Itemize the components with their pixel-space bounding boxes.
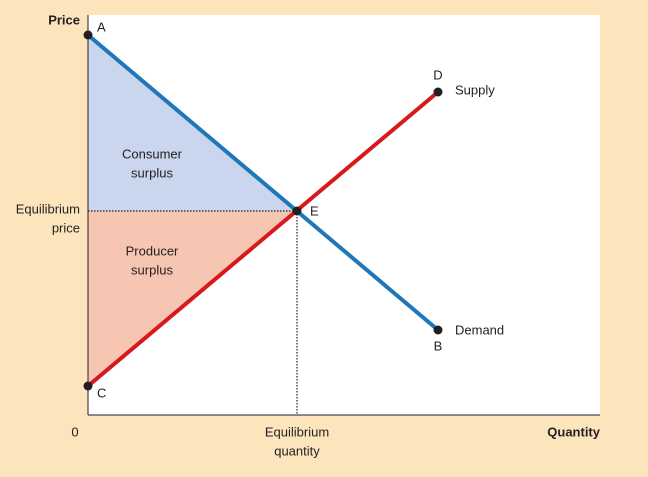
region-label: Consumer (122, 146, 183, 161)
point-label: C (97, 385, 106, 400)
curve-label: Demand (455, 322, 504, 337)
equilibrium-price-label: price (52, 220, 80, 235)
region-label: surplus (131, 262, 173, 277)
demand-curve (86, 33, 440, 332)
point-label: E (310, 203, 319, 218)
point-c (83, 381, 93, 391)
point-label: B (434, 338, 443, 353)
equilibrium-price-label: Equilibrium (16, 201, 80, 216)
supply-curve (86, 90, 440, 388)
equilibrium-quantity-label: quantity (274, 443, 320, 458)
curve-label: Supply (455, 82, 495, 97)
region-label: Producer (126, 243, 179, 258)
x-axis-label: Quantity (547, 424, 600, 439)
point-label: D (433, 67, 442, 82)
origin-label: 0 (71, 424, 78, 439)
point-label: A (97, 19, 106, 34)
equilibrium-quantity-label: Equilibrium (265, 424, 329, 439)
point-b (433, 325, 443, 335)
point-d (433, 87, 443, 97)
y-axis-label: Price (48, 12, 80, 27)
point-a (83, 30, 93, 40)
region-label: surplus (131, 165, 173, 180)
point-e (292, 206, 302, 216)
